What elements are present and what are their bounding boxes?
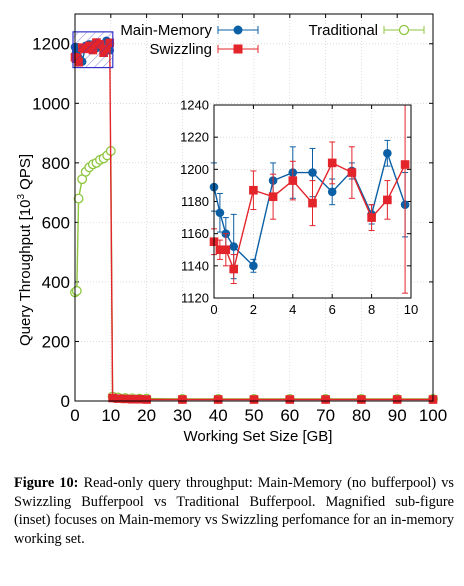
main-y-tick-label: 800 [42,154,70,173]
main-y-tick-label: 1000 [32,94,70,113]
caption-text: Read-only query throughput: Main-Memory … [14,475,454,547]
main-x-tick-label: 60 [280,406,299,425]
inset-point-swizzling [222,245,231,254]
inset-x-tick-label: 4 [289,302,296,317]
main-point-swizzling [142,395,151,404]
inset-x-tick-label: 10 [404,302,418,317]
inset-point-main-memory [249,262,258,271]
main-y-tick-label: 200 [42,332,70,351]
inset-point-main-memory [328,188,337,197]
main-point-traditional [72,287,81,296]
inset-point-swizzling [348,168,357,177]
inset-point-main-memory [216,208,225,217]
inset-x-tick-label: 2 [250,302,257,317]
main-x-tick-label: 50 [245,406,264,425]
main-point-swizzling [357,395,366,404]
main-point-swizzling [393,395,402,404]
main-x-tick-label: 10 [101,406,120,425]
legend: Main-Memory Swizzling Traditional [120,22,424,58]
inset-point-swizzling [229,265,238,274]
inset-x-tick-label: 0 [210,302,217,317]
inset-point-main-memory [383,149,392,158]
inset-y-tick-label: 1160 [181,226,209,241]
inset-point-main-memory [308,168,317,177]
main-y-tick-label: 0 [61,392,70,411]
legend-label-main-memory: Main-Memory [120,22,212,39]
inset-y-tick-label: 1220 [180,130,209,145]
main-x-tick-label: 100 [419,406,447,425]
main-point-swizzling [214,395,223,404]
inset-x-tick-label: 6 [329,302,336,317]
inset-y-tick-label: 1240 [180,98,209,113]
y-axis-label: Query Throughput [103 QPS] [16,154,34,346]
inset-point-swizzling [383,196,392,205]
caption-label: Figure 10: [14,475,78,491]
main-x-tick-label: 80 [352,406,371,425]
x-axis-label: Working Set Size [GB] [184,428,333,445]
inset-y-tick-label: 1200 [180,162,209,177]
legend-entry-traditional: Traditional [309,22,424,39]
inset-point-swizzling [328,159,337,168]
legend-label-swizzling: Swizzling [149,41,212,58]
figure-caption: Figure 10: Read-only query throughput: M… [14,474,454,548]
main-point-swizzling [321,395,330,404]
main-point-swizzling [178,395,187,404]
inset-point-swizzling [249,186,258,195]
inset-y-tick-label: 1140 [181,258,209,273]
legend-marker-traditional [400,26,409,35]
inset-point-main-memory [229,242,238,251]
main-point-swizzling [286,395,295,404]
main-x-tick-label: 90 [388,406,407,425]
main-point-traditional [74,194,83,203]
main-x-tick-label: 70 [316,406,335,425]
main-x-tick-label: 20 [137,406,156,425]
inset-point-swizzling [308,199,317,208]
inset-y-tick-label: 1180 [181,194,209,209]
legend-entry-swizzling: Swizzling [149,41,258,58]
legend-marker-main-memory [234,26,243,35]
legend-marker-swizzling [234,45,243,54]
main-x-tick-label: 40 [209,406,228,425]
inset-point-swizzling [367,213,376,222]
legend-label-traditional: Traditional [309,22,378,39]
main-y-tick-label: 400 [42,273,70,292]
main-y-tick-label: 1200 [32,35,70,54]
legend-entry-main-memory: Main-Memory [120,22,258,39]
main-x-tick-label: 30 [173,406,192,425]
main-point-swizzling [250,395,259,404]
main-y-tick-label: 600 [42,213,70,232]
inset-point-swizzling [269,192,278,201]
inset-point-swizzling [289,176,298,185]
inset-y-tick-label: 1120 [181,291,209,306]
inset-point-swizzling [401,160,410,169]
throughput-chart: 0 10 20 30 40 50 60 70 80 90 100020040060080010001… [0,0,464,460]
zoom-box [73,32,113,68]
inset-x-tick-label: 8 [368,302,375,317]
main-x-tick-label: 0 [70,406,79,425]
